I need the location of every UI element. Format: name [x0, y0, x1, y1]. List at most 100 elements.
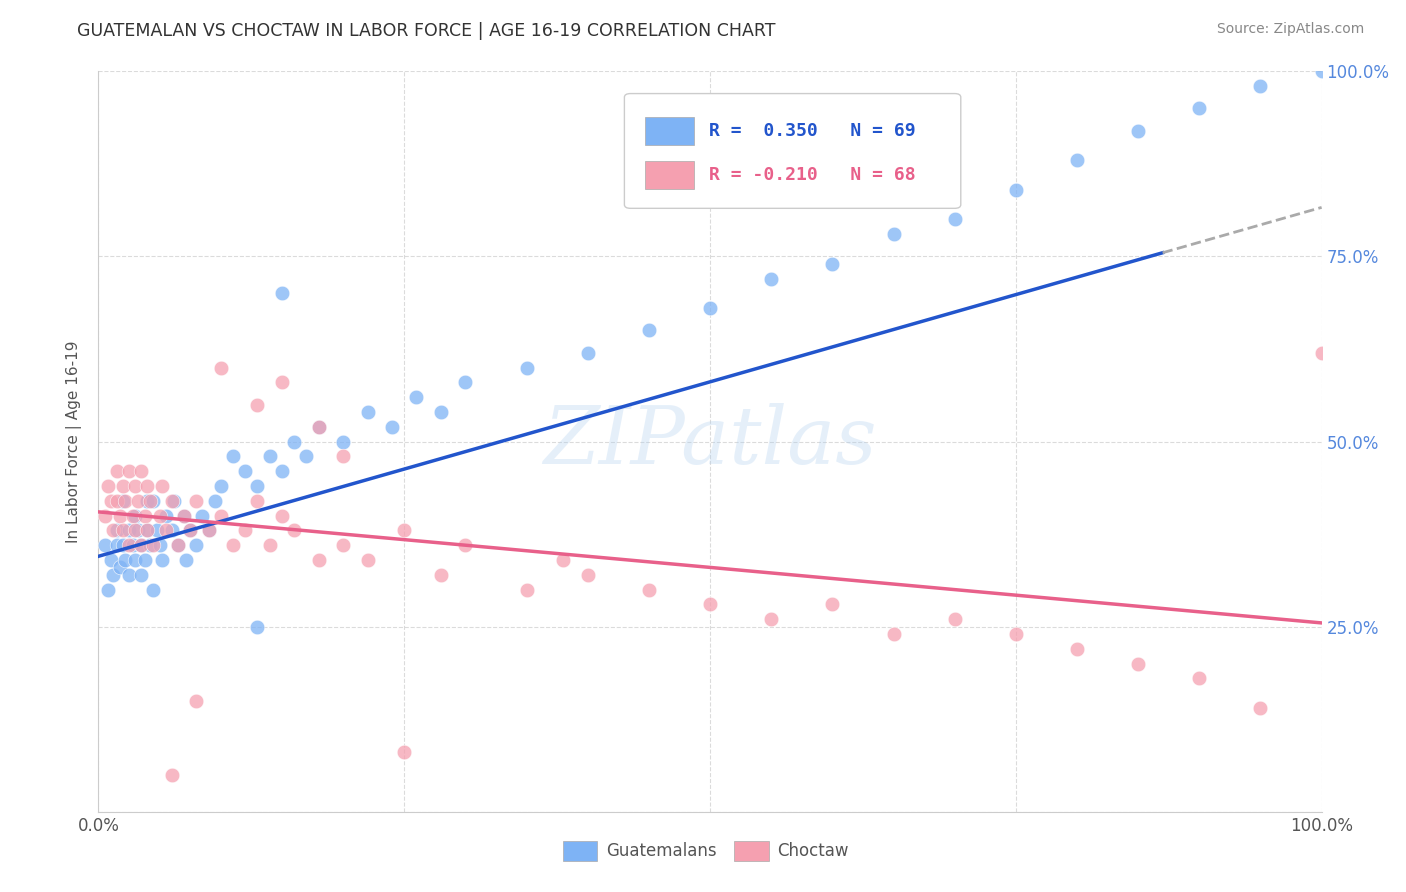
Point: [142, 493, 165, 508]
Point: [100, 493, 122, 508]
Bar: [645, 117, 695, 145]
Point: [430, 567, 453, 582]
Point: [179, 524, 201, 538]
Point: [173, 508, 195, 523]
Point: [149, 508, 172, 523]
Point: [111, 493, 134, 508]
Text: GUATEMALAN VS CHOCTAW IN LABOR FORCE | AGE 16-19 CORRELATION CHART: GUATEMALAN VS CHOCTAW IN LABOR FORCE | A…: [77, 22, 776, 40]
Point: [259, 450, 281, 464]
Point: [127, 493, 149, 508]
Point: [308, 553, 330, 567]
Point: [270, 464, 294, 478]
Point: [233, 464, 256, 478]
Point: [146, 524, 169, 538]
Point: [155, 508, 177, 523]
Point: [149, 538, 172, 552]
Point: [883, 227, 905, 242]
Point: [105, 464, 128, 478]
Point: [332, 450, 354, 464]
Point: [283, 524, 305, 538]
Point: [129, 567, 152, 582]
Point: [430, 405, 453, 419]
Point: [381, 419, 404, 434]
Point: [405, 390, 427, 404]
Point: [246, 619, 269, 633]
Point: [699, 598, 721, 612]
Point: [1310, 64, 1333, 78]
Text: Choctaw: Choctaw: [778, 842, 849, 860]
Point: [332, 434, 354, 449]
Point: [134, 553, 156, 567]
Point: [295, 450, 318, 464]
Point: [308, 419, 330, 434]
Point: [139, 538, 162, 552]
Point: [209, 479, 232, 493]
Point: [105, 524, 128, 538]
Point: [101, 524, 124, 538]
Point: [173, 508, 195, 523]
Point: [105, 493, 128, 508]
Point: [136, 493, 159, 508]
Point: [1128, 657, 1150, 671]
Point: [163, 493, 186, 508]
Bar: [645, 161, 695, 189]
Point: [270, 508, 294, 523]
Bar: [734, 840, 769, 862]
Point: [209, 360, 232, 375]
Point: [100, 553, 122, 567]
Text: R = -0.210   N = 68: R = -0.210 N = 68: [709, 166, 915, 184]
Point: [204, 493, 226, 508]
Point: [270, 376, 294, 390]
Point: [943, 212, 966, 227]
Point: [821, 257, 844, 271]
Point: [129, 538, 152, 552]
Point: [515, 582, 537, 597]
Point: [576, 345, 599, 359]
Point: [134, 508, 156, 523]
Point: [761, 271, 783, 285]
Point: [1310, 345, 1333, 359]
Point: [129, 538, 152, 552]
Point: [93, 508, 115, 523]
Point: [191, 508, 214, 523]
Point: [699, 301, 721, 316]
Point: [454, 538, 477, 552]
Point: [127, 524, 149, 538]
Point: [142, 582, 165, 597]
Point: [197, 524, 219, 538]
Point: [209, 508, 232, 523]
Point: [118, 524, 141, 538]
Point: [222, 450, 245, 464]
Point: [1066, 153, 1088, 168]
Point: [197, 524, 219, 538]
Point: [121, 538, 143, 552]
Point: [1128, 123, 1150, 137]
Point: [176, 553, 198, 567]
Point: [283, 434, 305, 449]
Point: [246, 493, 269, 508]
Text: Guatemalans: Guatemalans: [606, 842, 717, 860]
Point: [356, 553, 378, 567]
Point: [356, 405, 378, 419]
Point: [114, 553, 136, 567]
Point: [233, 524, 256, 538]
Point: [136, 479, 159, 493]
Point: [761, 612, 783, 626]
Point: [124, 479, 146, 493]
Point: [1004, 627, 1026, 641]
Point: [821, 598, 844, 612]
Point: [167, 538, 190, 552]
Point: [105, 538, 128, 552]
Point: [637, 582, 661, 597]
Point: [943, 612, 966, 626]
Point: [97, 582, 120, 597]
Point: [1066, 641, 1088, 656]
Point: [124, 524, 146, 538]
Point: [124, 553, 146, 567]
Point: [136, 524, 159, 538]
Text: Source: ZipAtlas.com: Source: ZipAtlas.com: [1216, 22, 1364, 37]
Point: [160, 767, 183, 781]
Point: [246, 479, 269, 493]
Text: R =  0.350   N = 69: R = 0.350 N = 69: [709, 121, 915, 139]
Point: [160, 493, 183, 508]
